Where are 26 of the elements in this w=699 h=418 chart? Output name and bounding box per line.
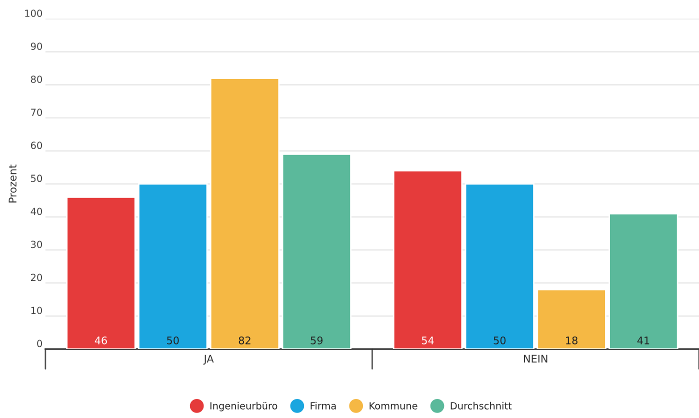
data-label: 54 xyxy=(422,336,434,344)
y-tick-label: 40 xyxy=(30,208,42,216)
data-label: 82 xyxy=(238,336,250,344)
legend-label: Ingenieurbüro xyxy=(210,402,278,412)
y-tick-label: 30 xyxy=(31,240,42,248)
y-tick-label: 70 xyxy=(31,108,42,116)
y-axis-title: Prozent xyxy=(8,164,17,202)
data-label: 50 xyxy=(167,336,179,344)
y-tick-label: 80 xyxy=(30,76,42,83)
data-label: 50 xyxy=(494,336,506,344)
data-label: 46 xyxy=(94,336,107,344)
y-tick-label: 0 xyxy=(37,340,42,348)
y-tick-label: 20 xyxy=(31,274,42,282)
y-tick-label: 100 xyxy=(25,10,42,17)
data-label: 41 xyxy=(637,336,650,344)
legend-label: Kommune xyxy=(370,402,418,410)
data-label: 18 xyxy=(566,336,578,344)
y-tick-label: 90 xyxy=(30,42,42,50)
legend-label: Firma xyxy=(310,402,336,410)
y-tick-label: 10 xyxy=(31,306,42,314)
x-tick-label: JA xyxy=(203,354,214,365)
data-label: 59 xyxy=(310,336,323,344)
x-tick-label: NEIN xyxy=(524,354,548,362)
y-tick-label: 60 xyxy=(30,142,42,150)
y-tick-label: 50 xyxy=(31,174,42,182)
legend-label: Durchschnitt xyxy=(450,402,512,410)
